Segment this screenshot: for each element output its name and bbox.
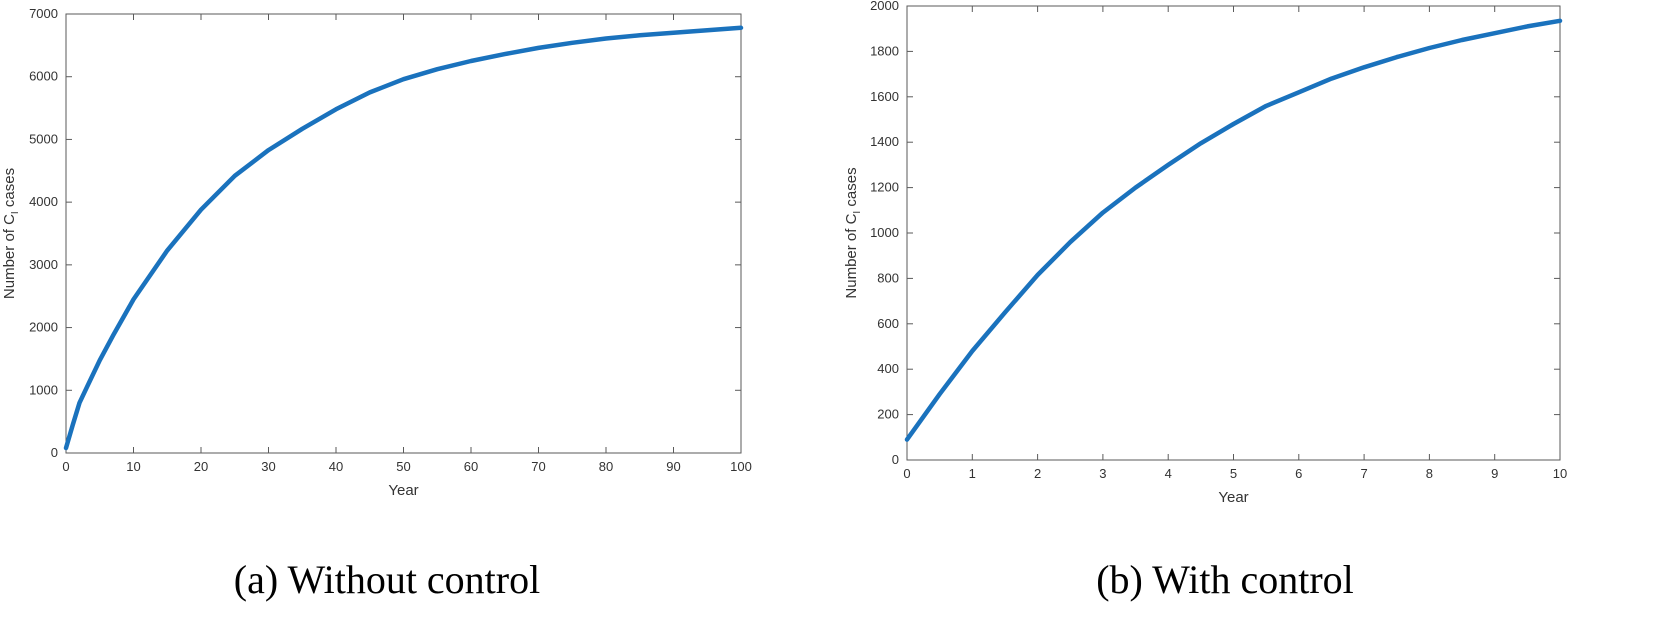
x-tick-label: 5 xyxy=(1230,466,1237,481)
x-tick-label: 50 xyxy=(396,459,410,474)
y-tick-label: 2000 xyxy=(870,0,899,13)
y-axis-label-prefix: Number of C xyxy=(1,214,18,299)
x-tick-label: 20 xyxy=(194,459,208,474)
y-tick-label: 1000 xyxy=(29,382,58,397)
x-tick-label: 2 xyxy=(1034,466,1041,481)
y-axis-label: Number of CI cases xyxy=(843,167,863,298)
panel-caption: (b) With control xyxy=(1096,557,1354,602)
y-tick-label: 800 xyxy=(877,270,899,285)
y-tick-label: 3000 xyxy=(29,257,58,272)
x-tick-label: 4 xyxy=(1165,466,1172,481)
x-tick-label: 0 xyxy=(62,459,69,474)
x-tick-label: 0 xyxy=(903,466,910,481)
x-tick-label: 60 xyxy=(464,459,478,474)
x-tick-label: 1 xyxy=(969,466,976,481)
y-tick-label: 200 xyxy=(877,407,899,422)
x-tick-label: 80 xyxy=(599,459,613,474)
y-axis-label: Number of CI cases xyxy=(1,168,21,299)
y-axis-label-subscript: I xyxy=(852,211,863,214)
x-tick-label: 70 xyxy=(531,459,545,474)
x-tick-label: 8 xyxy=(1426,466,1433,481)
y-tick-label: 7000 xyxy=(29,6,58,21)
y-tick-label: 6000 xyxy=(29,69,58,84)
x-tick-label: 100 xyxy=(730,459,752,474)
x-tick-label: 30 xyxy=(261,459,275,474)
y-tick-label: 1800 xyxy=(870,43,899,58)
x-tick-label: 10 xyxy=(1553,466,1567,481)
y-tick-label: 0 xyxy=(51,445,58,460)
y-tick-label: 2000 xyxy=(29,320,58,335)
y-tick-label: 0 xyxy=(892,452,899,467)
x-tick-label: 10 xyxy=(126,459,140,474)
x-tick-label: 7 xyxy=(1360,466,1367,481)
series-line xyxy=(904,18,1563,442)
y-axis-label-subscript: I xyxy=(10,211,21,214)
x-axis-label: Year xyxy=(1218,489,1248,506)
y-axis-label-suffix: cases xyxy=(1,168,18,211)
y-tick-label: 1400 xyxy=(870,134,899,149)
panel-caption: (a) Without control xyxy=(234,557,540,602)
y-tick-label: 1200 xyxy=(870,180,899,195)
x-tick-label: 9 xyxy=(1491,466,1498,481)
y-axis-label-suffix: cases xyxy=(843,167,860,210)
panel-a-without-control: 0 10 20 30 40 50 60 70 80 90 100010002000300040005… xyxy=(1,6,752,602)
x-tick-label: 90 xyxy=(666,459,680,474)
x-tick-label: 40 xyxy=(329,459,343,474)
series-line xyxy=(63,25,744,451)
x-axis-label: Year xyxy=(388,482,418,499)
y-tick-label: 1000 xyxy=(870,225,899,240)
y-tick-label: 600 xyxy=(877,316,899,331)
x-tick-label: 6 xyxy=(1295,466,1302,481)
y-tick-label: 5000 xyxy=(29,131,58,146)
y-axis-label-prefix: Number of C xyxy=(843,213,860,298)
y-tick-label: 4000 xyxy=(29,194,58,209)
x-tick-label: 3 xyxy=(1099,466,1106,481)
panel-b-with-control: 0 1 2 3 4 5 6 7 8 9 10 0 200 400 600 800 1000 1200 1400 160… xyxy=(843,0,1567,602)
y-tick-label: 400 xyxy=(877,361,899,376)
plot-area-frame xyxy=(906,5,1561,461)
y-tick-label: 1600 xyxy=(870,89,899,104)
